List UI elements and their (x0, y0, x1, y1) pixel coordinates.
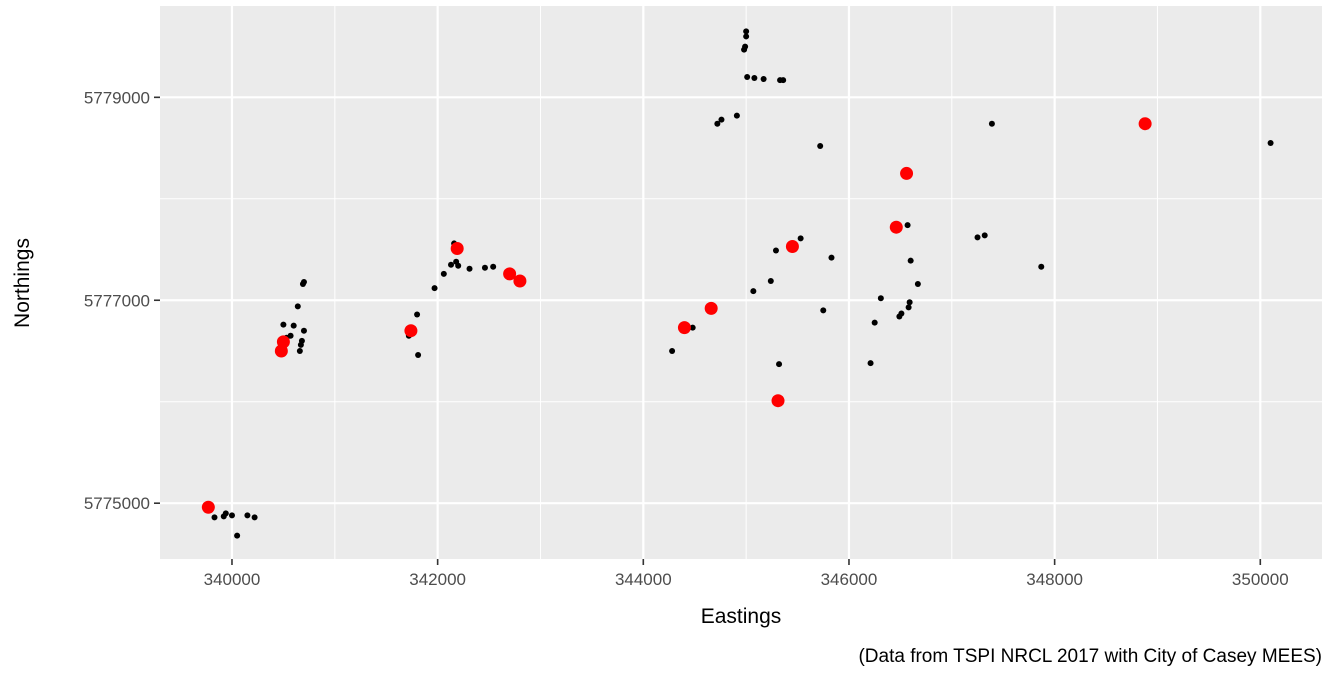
black-point (828, 254, 835, 261)
black-point (300, 278, 307, 285)
panel-background (160, 6, 1322, 559)
black-point (907, 257, 914, 264)
y-tick-label: 5779000 (84, 88, 150, 107)
black-point (914, 281, 921, 288)
black-point (290, 322, 297, 329)
x-axis: 340000 342000 344000 346000 348000 350000 (204, 559, 1289, 589)
black-point (905, 304, 912, 311)
y-tick-label: 5775000 (84, 494, 150, 513)
red-point (503, 267, 517, 281)
black-point (222, 510, 229, 517)
y-axis: 5775000 5777000 5779000 (84, 88, 160, 513)
black-point (744, 74, 751, 81)
black-point (296, 347, 303, 354)
black-point (733, 112, 740, 119)
y-tick-label: 5777000 (84, 291, 150, 310)
black-point (867, 360, 874, 367)
black-point (414, 311, 421, 318)
red-point (900, 166, 914, 180)
black-point (228, 512, 235, 519)
black-point (481, 264, 488, 271)
black-point (490, 263, 497, 270)
red-point (771, 394, 785, 408)
black-point (767, 277, 774, 284)
black-point (466, 265, 473, 272)
black-point (234, 532, 241, 539)
black-point (300, 327, 307, 334)
black-point (280, 321, 287, 328)
x-tick-label: 346000 (821, 570, 878, 589)
black-point (718, 116, 725, 123)
black-point (988, 120, 995, 127)
black-point (904, 222, 911, 229)
chart-caption: (Data from TSPI NRCL 2017 with City of C… (858, 646, 1322, 667)
black-point (669, 347, 676, 354)
red-point (450, 242, 464, 256)
black-point (431, 285, 438, 292)
black-point (1267, 139, 1274, 146)
black-point (898, 310, 905, 317)
black-point (751, 75, 758, 82)
red-point (889, 220, 903, 234)
x-tick-label: 350000 (1232, 570, 1289, 589)
black-point (742, 43, 749, 50)
red-point (785, 239, 799, 253)
black-point (448, 261, 455, 268)
black-point (743, 33, 750, 40)
y-axis-title: Northings (11, 238, 34, 328)
major-gridlines (160, 6, 1322, 559)
x-tick-label: 342000 (409, 570, 466, 589)
x-tick-label: 348000 (1026, 570, 1083, 589)
black-point (820, 307, 827, 314)
black-point (776, 361, 783, 368)
black-point (211, 514, 218, 521)
black-point (294, 303, 301, 310)
x-tick-label: 344000 (615, 570, 672, 589)
black-point (298, 337, 305, 344)
red-point (276, 335, 290, 349)
black-point (714, 120, 721, 127)
black-point (455, 262, 462, 269)
black-point (1038, 263, 1045, 270)
black-point (440, 270, 447, 277)
red-point (1138, 117, 1152, 131)
black-point (877, 295, 884, 302)
data-points (201, 28, 1274, 539)
black-point (244, 512, 251, 519)
red-point (201, 500, 215, 514)
red-point (704, 301, 718, 315)
black-point (817, 143, 824, 150)
black-point (689, 324, 696, 331)
black-point (871, 319, 878, 326)
black-point (772, 247, 779, 254)
x-tick-label: 340000 (204, 570, 261, 589)
black-point (760, 76, 767, 83)
black-point (981, 232, 988, 239)
black-point (251, 514, 258, 521)
red-point (677, 321, 691, 335)
black-point (415, 352, 422, 359)
x-axis-title: Eastings (701, 605, 782, 628)
black-point (974, 234, 981, 241)
black-point (797, 235, 804, 242)
black-point (743, 28, 750, 35)
black-point (750, 288, 757, 295)
red-point (513, 274, 527, 288)
red-point (404, 324, 418, 338)
black-point (287, 332, 294, 339)
black-point (780, 77, 787, 84)
black-point (906, 299, 913, 306)
